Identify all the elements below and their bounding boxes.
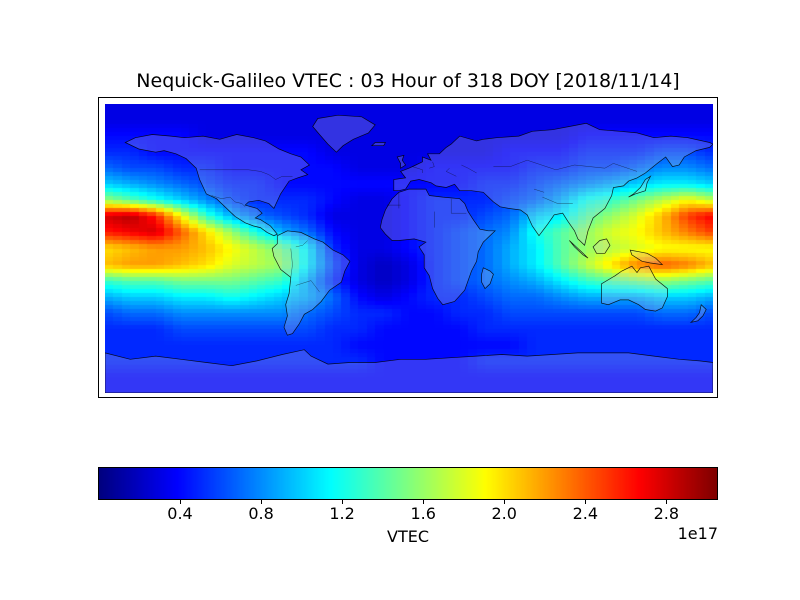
continent-outline xyxy=(393,122,713,246)
continent-outline xyxy=(592,238,611,254)
country-border-line xyxy=(412,166,423,173)
country-border-line xyxy=(211,195,246,207)
country-border-line xyxy=(542,196,573,204)
vtec-world-map xyxy=(105,104,713,393)
continent-outline xyxy=(628,175,652,198)
colorbar-gradient-canvas xyxy=(99,468,717,499)
country-border-line xyxy=(295,240,308,248)
continent-outline xyxy=(271,230,351,336)
colorbar-tick-label: 2.0 xyxy=(491,504,517,523)
colorbar-tick xyxy=(585,500,587,504)
continent-outline xyxy=(379,188,496,306)
country-border-line xyxy=(429,161,435,169)
continent-outline xyxy=(601,265,668,312)
country-border-line xyxy=(461,164,477,174)
country-border-line xyxy=(199,169,293,180)
country-border-line xyxy=(555,163,638,172)
colorbar-tick xyxy=(342,500,344,504)
colorbar-axis-label: VTEC xyxy=(387,527,429,546)
colorbar-tick xyxy=(423,500,425,504)
colorbar-tick xyxy=(261,500,263,504)
country-border-line xyxy=(290,248,293,278)
colorbar-frame xyxy=(98,467,718,500)
continent-outline xyxy=(689,304,707,324)
colorbar-tick-label: 0.8 xyxy=(248,504,274,523)
colorbar-tick-label: 1.6 xyxy=(410,504,436,523)
colorbar-tick xyxy=(504,500,506,504)
country-border-line xyxy=(493,159,556,171)
colorbar-scale-offset-label: 1e17 xyxy=(677,524,718,543)
continent-outline xyxy=(124,134,310,237)
continent-outline xyxy=(481,267,494,290)
continent-outline xyxy=(370,142,386,147)
continent-outline xyxy=(629,249,664,266)
country-border-line xyxy=(295,280,320,292)
continent-outline xyxy=(312,114,376,153)
country-border-line xyxy=(445,168,457,177)
country-border-line xyxy=(450,198,467,214)
colorbar-tick-label: 2.8 xyxy=(653,504,680,523)
continent-outline xyxy=(569,240,589,259)
colorbar-tick-label: 2.4 xyxy=(572,504,599,523)
colorbar-tick-label: 1.2 xyxy=(329,504,355,523)
continent-outline xyxy=(105,349,713,393)
vtec-heatmap-canvas xyxy=(105,104,713,393)
coastlines-overlay xyxy=(105,114,713,393)
colorbar-tick-label: 0.4 xyxy=(167,504,193,523)
colorbar-tick xyxy=(180,500,181,504)
colorbar-tick xyxy=(666,500,668,504)
plot-title: Nequick-Galileo VTEC : 03 Hour of 318 DO… xyxy=(136,70,680,92)
continent-outline xyxy=(396,154,407,169)
country-border-line xyxy=(533,188,545,193)
